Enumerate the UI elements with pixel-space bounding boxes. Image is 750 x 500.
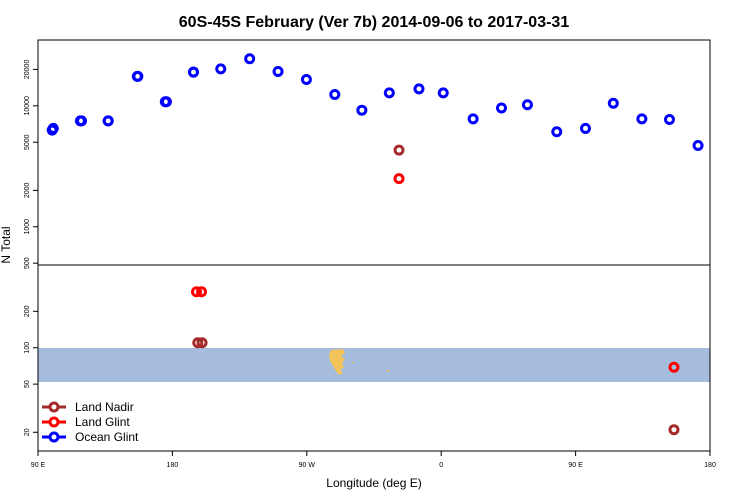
ocean-glint-point	[132, 70, 144, 82]
ocean-glint-point	[47, 122, 59, 134]
land-nadir-point	[393, 144, 405, 156]
x-tick-label: 90 W	[299, 462, 316, 469]
x-tick-label: 90 E	[31, 462, 46, 469]
legend-marker-ocean-glint	[48, 431, 60, 443]
ocean-glint-point	[272, 66, 284, 78]
y-tick-label: 1000	[24, 219, 31, 235]
chart-title: 60S-45S February (Ver 7b) 2014-09-06 to …	[179, 14, 570, 31]
y-tick-label: 200	[24, 305, 31, 317]
x-tick-label: 90 E	[568, 462, 583, 469]
land-glint-point	[196, 286, 208, 298]
legend-marker-land-nadir	[48, 401, 60, 413]
y-tick-label: 50	[24, 380, 31, 388]
y-axis-label: N Total	[0, 226, 13, 263]
ocean-glint-point	[159, 96, 171, 108]
ocean-glint-point	[300, 74, 312, 86]
ocean-glint-point	[692, 139, 704, 151]
ocean-glint-point	[495, 102, 507, 114]
legend-label-ocean-glint: Ocean Glint	[75, 430, 139, 444]
ocean-glint-point	[413, 83, 425, 95]
ocean-glint-point	[215, 63, 227, 75]
x-tick-label: 180	[167, 462, 179, 469]
plot-area	[38, 348, 710, 382]
land-nadir-point	[196, 337, 208, 349]
ocean-glint-point	[187, 66, 199, 78]
land-nadir-point	[192, 337, 204, 349]
data-marks	[46, 53, 704, 436]
y-tick-label: 500	[24, 257, 31, 269]
ocean-glint-point	[636, 113, 648, 125]
land-glint-point	[668, 361, 680, 373]
legend-marker-land-glint	[48, 416, 60, 428]
ocean-band	[38, 348, 710, 382]
x-tick-label: 0	[439, 462, 443, 469]
ocean-glint-point	[244, 53, 256, 65]
ocean-glint-point	[75, 115, 87, 127]
ocean-glint-point	[356, 104, 368, 116]
y-tick-label: 5000	[24, 134, 31, 150]
x-axis-label: Longitude (deg E)	[326, 476, 421, 490]
y-tick-label: 10000	[24, 96, 31, 116]
y-tick-label: 20	[24, 428, 31, 436]
ocean-glint-point	[329, 89, 341, 101]
ocean-glint-point	[663, 114, 675, 126]
ocean-glint-point	[551, 126, 563, 138]
legend-label-land-glint: Land Glint	[75, 415, 130, 429]
y-tick-label: 2000	[24, 182, 31, 198]
land-glint-point	[393, 173, 405, 185]
ocean-glint-point	[383, 87, 395, 99]
ocean-glint-point	[437, 87, 449, 99]
y-tick-label: 100	[24, 342, 31, 354]
plot-frame	[37, 39, 711, 452]
ocean-glint-point	[467, 113, 479, 125]
land-nadir-point	[668, 424, 680, 436]
axes: 90 E 180 90 W 0 90 E 180 20 50 100 200 500 1000 2000…	[24, 60, 716, 469]
land-island	[352, 362, 354, 363]
x-tick-label: 180	[704, 462, 716, 469]
land-glint-point	[190, 286, 202, 298]
land-shape	[329, 349, 345, 375]
ocean-glint-point	[579, 122, 591, 134]
land-island	[387, 370, 389, 372]
y-tick-label: 20000	[24, 60, 31, 80]
ocean-glint-point	[607, 97, 619, 109]
ocean-glint-point	[102, 115, 114, 127]
ocean-glint-point	[521, 99, 533, 111]
legend-label-land-nadir: Land Nadir	[75, 400, 134, 414]
